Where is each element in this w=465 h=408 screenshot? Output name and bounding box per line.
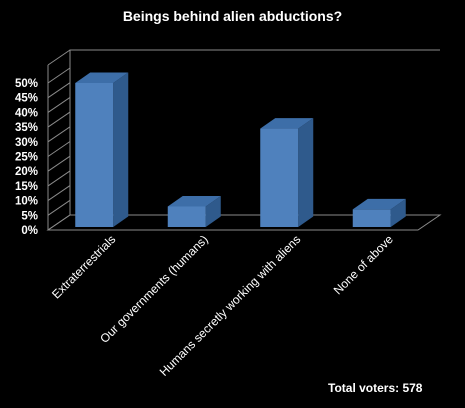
axis-tick-line [47, 82, 71, 99]
axis-tick-line [47, 67, 71, 84]
y-tick-label: 0% [21, 225, 38, 237]
bar-top [352, 198, 406, 210]
side-wall-top [47, 49, 71, 66]
chart-walls [46, 49, 442, 231]
y-tick-label: 50% [15, 78, 38, 90]
bar-side [390, 198, 406, 227]
category-label: Our governments (humans) [97, 232, 211, 346]
bar-side [113, 72, 129, 227]
axis-tick-line [47, 96, 71, 113]
y-tick-label: 5% [21, 210, 38, 222]
y-tick-label: 35% [15, 122, 38, 134]
bar-side [205, 195, 221, 227]
axis-tick-line [47, 155, 71, 172]
bar-series [75, 72, 406, 227]
y-tick-label: 40% [15, 107, 38, 119]
y-axis-ticks: 0% 5% 10% 15% 20% 25% 30% 35% 40% 45% 50% [15, 78, 38, 237]
bar [260, 118, 314, 227]
y-tick-label: 45% [15, 93, 38, 105]
y-tick-label: 10% [15, 196, 38, 208]
bar [167, 195, 221, 227]
bar-front [167, 206, 206, 227]
axis-tick-line [47, 111, 71, 128]
bar-top [167, 195, 221, 207]
y-tick-label: 25% [15, 152, 38, 164]
chart-title: Beings behind alien abductions? [122, 8, 343, 24]
axis-tick-line [47, 185, 71, 202]
axis-tick-line [47, 170, 71, 187]
axis-tick-line [47, 126, 71, 143]
category-label: None of above [331, 232, 396, 297]
total-voters-label: Total voters: 578 [328, 381, 423, 395]
y-tick-label: 30% [15, 137, 38, 149]
axis-tick-line [47, 141, 71, 157]
axis-tick-line [47, 199, 71, 216]
bar-front [75, 83, 114, 227]
bar-front [260, 128, 299, 227]
bar-top [75, 72, 129, 83]
bar-top [260, 118, 314, 129]
bar-front [352, 209, 391, 227]
y-tick-label: 20% [15, 166, 38, 178]
bar-side [298, 118, 314, 227]
bar [75, 72, 129, 227]
bar [352, 198, 406, 227]
y-tick-label: 15% [15, 181, 38, 193]
category-label: Extraterrestrials [49, 232, 118, 301]
axis-tick-line [47, 214, 71, 231]
